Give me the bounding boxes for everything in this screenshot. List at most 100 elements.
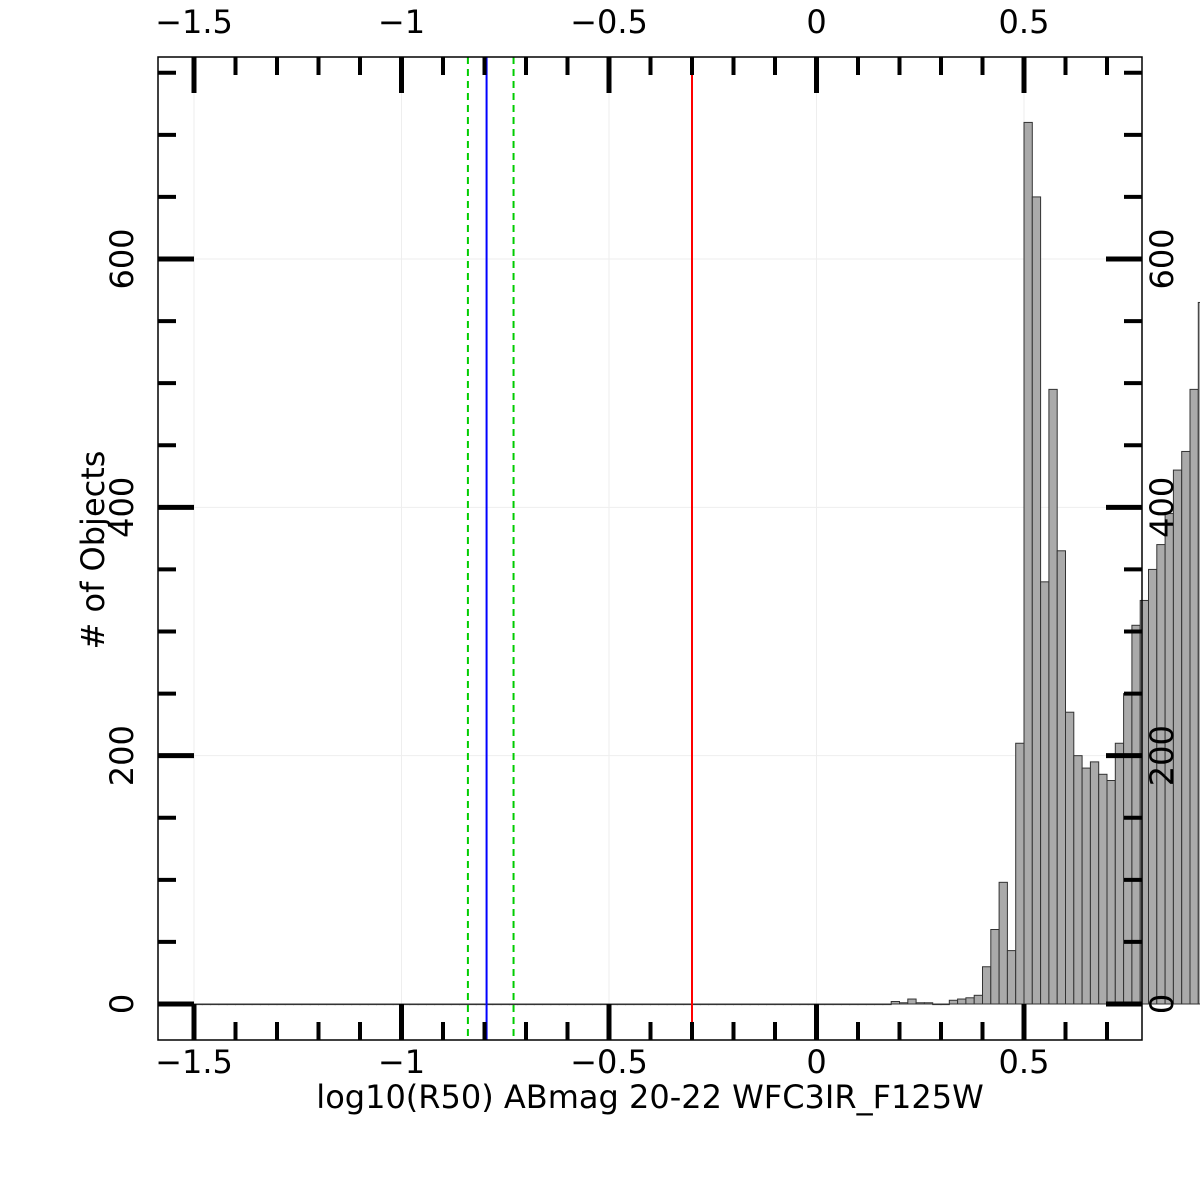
y-axis-title: # of Objects <box>74 451 112 650</box>
x-tick-label-bottom: −0.5 <box>570 1043 648 1081</box>
histogram-bar <box>940 1003 950 1006</box>
histogram-bar <box>235 1003 245 1006</box>
histogram-bar <box>1106 780 1116 1005</box>
histogram-bar <box>492 1003 502 1006</box>
histogram-bar <box>1023 121 1033 1005</box>
y-tick-label-left: 400 <box>103 477 141 538</box>
histogram-bar <box>533 1003 544 1006</box>
histogram-bar <box>434 1003 444 1006</box>
histogram-bar <box>1081 767 1091 1005</box>
histogram-bar <box>616 1003 627 1006</box>
histogram-bar <box>666 1003 676 1006</box>
y-tick-label-left: 600 <box>103 228 141 289</box>
histogram-bar <box>425 1003 436 1006</box>
histogram-bar <box>525 1003 535 1006</box>
histogram-bar <box>409 1003 419 1006</box>
histogram-bar <box>1031 196 1042 1005</box>
y-tick-label-right: 600 <box>1143 228 1181 289</box>
histogram-bar <box>226 1003 236 1006</box>
histogram-bar <box>251 1003 261 1006</box>
histogram-bar <box>550 1003 560 1006</box>
histogram-bar <box>907 998 917 1005</box>
histogram-bar <box>932 1003 942 1006</box>
histogram-bar <box>683 1003 693 1006</box>
plot-frame <box>157 56 1143 1041</box>
histogram-bar <box>766 1003 776 1006</box>
histogram-bar <box>982 966 992 1005</box>
histogram-bar <box>915 1002 925 1005</box>
histogram-bar <box>832 1003 842 1006</box>
histogram-bar <box>243 1003 253 1006</box>
histogram-bar <box>633 1003 643 1006</box>
histogram-bar <box>276 1003 286 1006</box>
histogram-bar <box>218 1003 228 1006</box>
histogram-bar <box>558 1003 569 1006</box>
histogram-bar <box>293 1003 303 1006</box>
histogram-bar <box>450 1003 461 1006</box>
x-tick-label-top: −1 <box>378 3 425 41</box>
histogram-bar <box>268 1003 278 1006</box>
histogram-bar <box>724 1003 735 1006</box>
reference-lines <box>466 57 693 1040</box>
histogram-bar <box>567 1003 577 1006</box>
histogram-bar <box>741 1003 751 1006</box>
histogram-bar <box>691 1003 701 1006</box>
histogram-bar <box>1197 301 1200 1005</box>
histogram-bar <box>865 1003 876 1006</box>
histogram-bar <box>708 1003 718 1006</box>
x-tick-label-top: 0.5 <box>999 3 1050 41</box>
histogram-bar <box>1181 450 1191 1005</box>
histogram-bar <box>923 1002 934 1005</box>
histogram-bar <box>1040 581 1050 1005</box>
histogram-bar <box>334 1003 344 1006</box>
histogram-bar <box>840 1003 851 1006</box>
histogram-bar <box>1006 950 1017 1005</box>
y-tick-label-right: 400 <box>1143 477 1181 538</box>
histogram-bar <box>1015 742 1025 1005</box>
histogram-bar <box>342 1003 353 1006</box>
histogram-bar <box>973 994 984 1005</box>
histogram-bar <box>500 1003 510 1006</box>
histogram-bar <box>1123 693 1133 1005</box>
histogram-bar <box>774 1003 784 1006</box>
histogram-bar <box>442 1003 452 1006</box>
histogram-bar <box>757 1003 768 1006</box>
x-tick-label-top: 0 <box>806 3 826 41</box>
histogram-bar <box>890 1001 901 1005</box>
x-tick-label-bottom: −1 <box>378 1043 425 1081</box>
histogram-bar <box>674 1003 685 1006</box>
histogram-bar <box>1056 550 1066 1005</box>
histogram-bar <box>791 1003 801 1006</box>
histogram-bar <box>990 929 1000 1005</box>
x-tick-label-bottom: 0.5 <box>999 1043 1050 1081</box>
histogram-bar <box>417 1003 427 1006</box>
histogram-bar <box>625 1003 635 1006</box>
histogram-bar <box>874 1003 884 1006</box>
histogram-bar <box>749 1003 759 1006</box>
y-tick-label-left: 200 <box>103 725 141 786</box>
histogram-bar <box>542 1003 552 1006</box>
histogram-bar <box>782 1003 793 1006</box>
histogram-bar <box>508 1003 519 1006</box>
x-tick-label-top: −1.5 <box>155 3 233 41</box>
histogram-bar <box>1089 761 1100 1005</box>
histogram-bars <box>193 121 1200 1006</box>
histogram-bar <box>326 1003 336 1006</box>
histogram-bar <box>284 1003 295 1006</box>
grid <box>158 57 1142 1040</box>
histogram-bar <box>459 1003 469 1006</box>
histogram-bar <box>1048 388 1058 1005</box>
histogram-bar <box>309 1003 320 1006</box>
histogram-bar <box>1131 624 1141 1005</box>
histogram-bar <box>1189 388 1199 1005</box>
histogram-bar <box>359 1003 369 1006</box>
histogram-bar <box>998 881 1008 1005</box>
x-tick-label-bottom: 0 <box>806 1043 826 1081</box>
y-tick-label-right: 200 <box>1143 725 1181 786</box>
histogram-bar <box>1073 755 1083 1005</box>
histogram-bar <box>957 998 967 1005</box>
histogram-bar <box>318 1003 328 1006</box>
histogram-bar <box>650 1003 660 1006</box>
y-tick-label-left: 0 <box>103 994 141 1014</box>
histogram-bar <box>201 1003 212 1006</box>
